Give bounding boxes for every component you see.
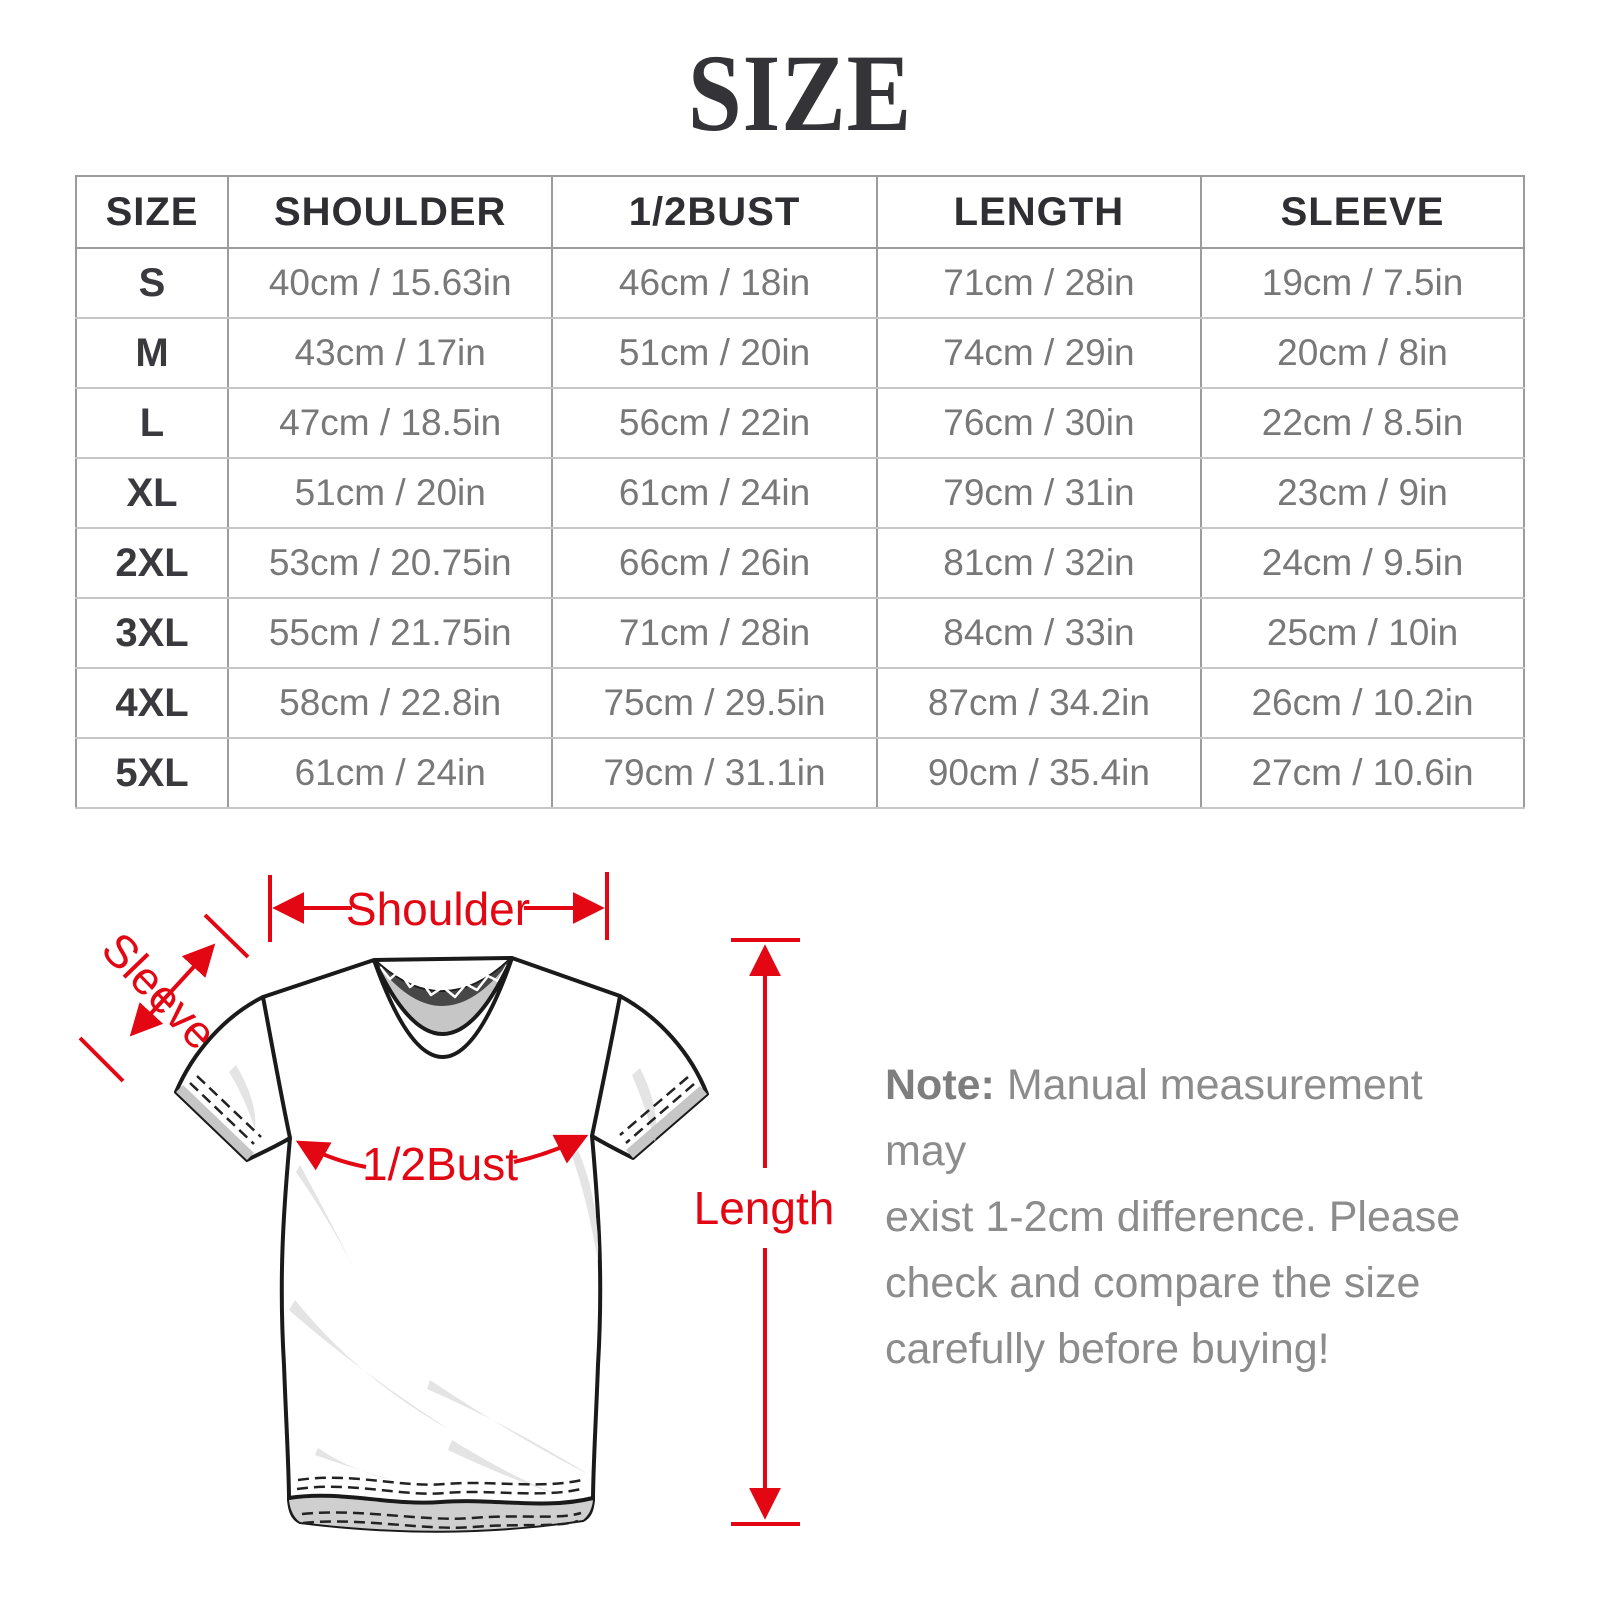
cuff-right-stitch (619, 1076, 689, 1136)
table-row: 2XL 53cm / 20.75in 66cm / 26in 81cm / 32in 2… (76, 528, 1525, 599)
measure-cell: 61cm / 24in (552, 458, 878, 529)
column-header: SIZE (76, 176, 230, 249)
page-title: SIZE (687, 32, 913, 154)
measurement-diagram: Shoulder Sleeve 1/2Bust Length (78, 872, 835, 1533)
note-line: check and compare the size (885, 1259, 1421, 1307)
size-cell: 3XL (76, 598, 230, 669)
hem-stitch (297, 1476, 587, 1486)
measure-cell: 43cm / 17in (228, 318, 554, 389)
header-row: SIZE SHOULDER 1/2BUST LENGTH SLEEVE (76, 176, 1525, 249)
cuff-left-inner (176, 1085, 254, 1160)
size-cell: M (76, 318, 230, 389)
armhole-seam-left (261, 995, 292, 1140)
collar-zigzag (379, 964, 509, 999)
measure-cell: 47cm / 18.5in (228, 388, 554, 459)
note-line: carefully before buying! (885, 1325, 1330, 1373)
wrinkle-shading (315, 1448, 392, 1480)
column-header: LENGTH (876, 176, 1203, 249)
measure-cell: 40cm / 15.63in (228, 248, 554, 319)
size-cell: S (76, 248, 230, 319)
size-cell: L (76, 388, 230, 459)
measure-cell: 58cm / 22.8in (228, 668, 554, 739)
measure-cell: 56cm / 22in (552, 388, 878, 459)
measure-cell: 20cm / 8in (1201, 318, 1525, 389)
cuff-left-stitch (189, 1082, 255, 1145)
measure-cell: 79cm / 31.1in (552, 738, 878, 809)
note-text: Note: Manual measurement may exist 1-2cm… (885, 1052, 1510, 1382)
wrinkle-shading (427, 1380, 590, 1475)
table-row: XL 51cm / 20in 61cm / 24in 79cm / 31in 23cm … (76, 458, 1525, 529)
measure-cell: 24cm / 9.5in (1201, 528, 1525, 599)
measure-cell: 71cm / 28in (552, 598, 878, 669)
hem-fold-line (287, 1493, 595, 1506)
length-annotation: Length (694, 938, 835, 1526)
column-header: SHOULDER (228, 176, 554, 249)
collar-stitch-band (374, 958, 512, 1007)
size-cell: 5XL (76, 738, 230, 809)
measure-cell: 51cm / 20in (552, 318, 878, 389)
measure-cell: 25cm / 10in (1201, 598, 1525, 669)
shoulder-label: Shoulder (346, 883, 530, 935)
hem-stitch (296, 1485, 586, 1495)
measure-cell: 55cm / 21.75in (228, 598, 554, 669)
sleeve-label: Sleeve (92, 922, 227, 1059)
measure-cell: 51cm / 20in (228, 458, 554, 529)
note-line: Note: Manual measurement may (885, 1061, 1423, 1175)
measure-cell: 19cm / 7.5in (1201, 248, 1525, 319)
measure-cell: 22cm / 8.5in (1201, 388, 1525, 459)
column-header: SLEEVE (1201, 176, 1525, 249)
table-row: 4XL 58cm / 22.8in 75cm / 29.5in 87cm / 34.2… (76, 668, 1525, 739)
measure-cell: 87cm / 34.2in (876, 668, 1203, 739)
wrinkle-shading (296, 1165, 365, 1290)
half-bust-annotation: 1/2Bust (295, 1134, 589, 1190)
measure-cell: 61cm / 24in (228, 738, 554, 809)
wrinkle-shading (289, 1300, 450, 1430)
table-row: S 40cm / 15.63in 46cm / 18in 71cm / 28in 19c… (76, 248, 1525, 319)
note-label: Note: (885, 1061, 995, 1109)
measure-cell: 27cm / 10.6in (1201, 738, 1525, 809)
measure-cell: 71cm / 28in (876, 248, 1203, 319)
measure-cell: 81cm / 32in (876, 528, 1203, 599)
measure-cell: 75cm / 29.5in (552, 668, 878, 739)
cuff-right-inner (626, 1086, 707, 1158)
measure-cell: 23cm / 9in (1201, 458, 1525, 529)
size-table-head: SIZE SHOULDER 1/2BUST LENGTH SLEEVE (76, 176, 1525, 249)
length-label: Length (694, 1182, 835, 1234)
shoulder-annotation: Shoulder (268, 872, 609, 942)
measure-cell: 74cm / 29in (876, 318, 1203, 389)
measure-cell: 66cm / 26in (552, 528, 878, 599)
cuff-left-stitch (196, 1075, 262, 1138)
collar-rib-band (372, 957, 514, 1059)
wrinkle-shading (448, 1440, 575, 1500)
hem-stitch (302, 1519, 579, 1529)
note-line: exist 1-2cm difference. Please (885, 1193, 1461, 1241)
table-row: 3XL 55cm / 21.75in 71cm / 28in 84cm / 33in 2… (76, 598, 1525, 669)
size-cell: 2XL (76, 528, 230, 599)
tshirt-illustration (174, 956, 709, 1533)
measure-cell: 53cm / 20.75in (228, 528, 554, 599)
size-cell: XL (76, 458, 230, 529)
column-header: 1/2BUST (552, 176, 878, 249)
armhole-seam-right (590, 994, 622, 1138)
measure-cell: 76cm / 30in (876, 388, 1203, 459)
table-row: M 43cm / 17in 51cm / 20in 74cm / 29in 20cm /… (76, 318, 1525, 389)
half-bust-label: 1/2Bust (362, 1138, 518, 1190)
measure-cell: 26cm / 10.2in (1201, 668, 1525, 739)
wrinkle-shading (229, 1065, 256, 1130)
measure-cell: 90cm / 35.4in (876, 738, 1203, 809)
size-table-body: S 40cm / 15.63in 46cm / 18in 71cm / 28in 19c… (76, 248, 1525, 809)
table-row: L 47cm / 18.5in 56cm / 22in 76cm / 30in 22cm… (76, 388, 1525, 459)
measure-cell: 79cm / 31in (876, 458, 1203, 529)
measure-cell: 46cm / 18in (552, 248, 878, 319)
size-table: SIZE SHOULDER 1/2BUST LENGTH SLEEVE S 40cm / … (75, 175, 1525, 809)
cuff-right-stitch (625, 1083, 695, 1144)
size-cell: 4XL (76, 668, 230, 739)
table-row: 5XL 61cm / 24in 79cm / 31.1in 90cm / 35.4in… (76, 738, 1525, 809)
measure-cell: 84cm / 33in (876, 598, 1203, 669)
